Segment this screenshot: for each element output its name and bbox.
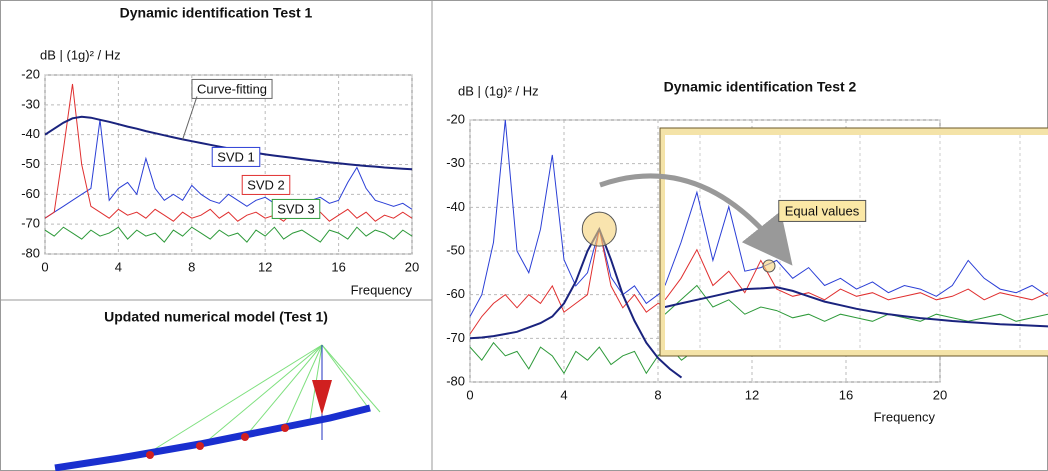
- y-tick-label: -50: [21, 156, 40, 171]
- y-tick-label: -40: [446, 199, 465, 214]
- model-title: Updated numerical model (Test 1): [104, 309, 328, 325]
- x-tick-label: 20: [405, 259, 419, 274]
- x-tick-label: 8: [188, 259, 195, 274]
- x-tick-label: 20: [933, 387, 947, 402]
- x-tick-label: 0: [41, 259, 48, 274]
- y-axis-label: dB | (1g)² / Hz: [40, 47, 121, 62]
- series-label: SVD 2: [247, 177, 285, 192]
- highlight-circle: [582, 212, 616, 246]
- y-tick-label: -80: [446, 373, 465, 388]
- x-tick-label: 12: [258, 259, 272, 274]
- annotation: Equal values: [785, 203, 860, 218]
- x-axis-label: Frequency: [874, 409, 936, 424]
- y-tick-label: -70: [21, 216, 40, 231]
- y-axis-label: dB | (1g)² / Hz: [458, 83, 539, 98]
- y-tick-label: -60: [21, 186, 40, 201]
- y-tick-label: -20: [21, 66, 40, 81]
- y-tick-label: -70: [446, 330, 465, 345]
- x-tick-label: 16: [839, 387, 853, 402]
- x-tick-label: 4: [115, 259, 122, 274]
- chart-title: Dynamic identification Test 2: [664, 79, 857, 95]
- model-drawing: [55, 345, 380, 468]
- x-axis-label: Frequency: [351, 282, 413, 297]
- y-tick-label: -60: [446, 286, 465, 301]
- series-label: SVD 1: [217, 149, 255, 164]
- y-tick-label: -50: [446, 242, 465, 257]
- x-tick-label: 0: [466, 387, 473, 402]
- series-label: Curve-fitting: [197, 81, 267, 96]
- y-tick-label: -40: [21, 126, 40, 141]
- series-label: SVD 3: [277, 201, 315, 216]
- y-tick-label: -30: [21, 96, 40, 111]
- figure: Dynamic identification Test 1 dB | (1g)²…: [0, 0, 1048, 471]
- x-tick-label: 4: [560, 387, 567, 402]
- x-tick-label: 16: [331, 259, 345, 274]
- x-tick-label: 8: [654, 387, 661, 402]
- x-tick-label: 12: [745, 387, 759, 402]
- y-tick-label: -20: [446, 111, 465, 126]
- highlight-circle: [763, 260, 775, 272]
- chart-title: Dynamic identification Test 1: [120, 5, 313, 21]
- y-tick-label: -80: [21, 245, 40, 260]
- y-tick-label: -30: [446, 155, 465, 170]
